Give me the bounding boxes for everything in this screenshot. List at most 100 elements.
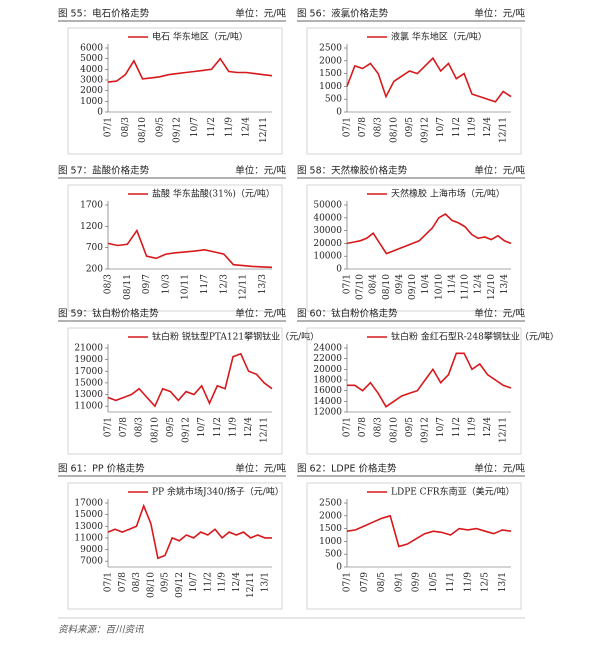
panel-unit: 单位：元/吨 [474,463,525,475]
y-tick-label: 11000 [74,402,103,412]
x-tick-label: 08/10 [146,572,156,598]
y-tick-label: 500 [325,95,342,105]
x-tick-label: 12/3 [219,274,229,294]
y-tick-label: 20000 [313,239,342,249]
y-tick-label: 21000 [74,344,103,354]
y-tick-label: 2000 [319,511,342,521]
y-tick-label: 50000 [313,201,342,211]
x-tick-label: 07/1 [104,117,114,137]
x-tick-label: 09/5 [166,417,176,437]
y-tick-label: 10000 [313,252,342,262]
y-tick-label: 0 [336,265,342,275]
x-tick-label: 10/11 [181,274,191,300]
y-tick-label: 1000 [319,537,342,547]
x-tick-label: 12/10 [487,274,497,300]
x-tick-label: 07/8 [358,417,368,437]
x-tick-label: 07/1 [343,572,353,592]
x-tick-label: 10/7 [436,117,446,137]
x-tick-label: 09/5 [405,417,415,437]
x-tick-label: 09/12 [421,117,431,143]
panel-heading: 图 60：钛白粉价格走势 [297,308,398,320]
y-tick-label: 500 [325,550,342,560]
y-tick-label: 2500 [319,44,342,54]
x-tick-label: 09/4 [395,274,405,294]
x-tick-label: 09/5 [405,117,415,137]
y-tick-label: 3000 [80,76,103,86]
legend-label: LDPE CFR东南亚（美元/吨） [391,486,515,498]
panel-heading: 图 56：液氯价格走势 [297,8,389,20]
y-tick-label: 1500 [319,524,342,534]
x-tick-label: 13/1 [260,572,270,592]
x-tick-label: 10/7 [190,117,200,137]
x-tick-label: 08/3 [121,117,131,137]
y-tick-label: 6000 [80,44,103,54]
x-tick-label: 08/3 [132,572,142,592]
y-tick-label: 15000 [74,378,103,388]
x-tick-label: 12/11 [246,572,256,598]
x-tick-label: 08/10 [138,117,148,143]
y-tick-label: 17000 [74,367,103,377]
x-tick-label: 07/1 [343,117,353,137]
y-tick-label: 0 [97,108,103,118]
panel-heading: 图 55：电石价格走势 [58,8,150,20]
x-tick-label: 09/12 [182,417,192,443]
x-tick-label: 10/7 [197,417,207,437]
x-tick-label: 11/7 [200,274,210,294]
chart-frame [306,184,522,312]
x-tick-label: 09/5 [161,572,171,592]
y-tick-label: 2500 [319,499,342,509]
x-tick-label: 12/4 [244,417,254,437]
source: 资料来源：百川资讯 [58,625,144,636]
x-tick-label: 12/11 [260,417,270,443]
x-tick-label: 11/9 [467,117,477,137]
y-tick-label: 0 [336,563,342,573]
x-tick-label: 07/8 [119,417,129,437]
x-tick-label: 07/1 [104,417,114,437]
panel-unit: 单位：元/吨 [235,463,286,475]
x-tick-label: 07/8 [118,572,128,592]
x-tick-label: 09/1 [394,572,404,592]
y-tick-label: 7000 [80,557,103,567]
y-tick-label: 5000 [80,54,103,64]
x-tick-label: 08/4 [369,274,379,294]
x-tick-label: 12/4 [232,572,242,592]
x-tick-label: 11/2 [452,117,462,137]
panel-unit: 单位：元/吨 [235,8,286,20]
x-tick-label: 11/2 [207,117,217,137]
series-line [107,228,273,269]
panel-heading: 图 59：钛白粉价格走势 [58,308,159,320]
x-tick-label: 11/2 [452,417,462,437]
legend-label: 盐酸 华东盐酸(31%)（元/吨） [152,188,275,200]
x-tick-label: 12/11 [499,117,509,143]
x-tick-label: 10/3 [161,274,171,294]
x-tick-label: 07/1 [104,572,114,592]
legend-label: 天然橡胶 上海市场（元/吨） [391,188,505,200]
panel-unit: 单位：元/吨 [235,165,286,177]
x-tick-label: 13/3 [258,274,268,294]
panel-heading: 图 58：天然橡胶价格走势 [297,165,408,177]
x-tick-label: 07/8 [358,117,368,137]
x-tick-label: 12/5 [481,572,491,592]
y-tick-label: 16000 [313,386,342,396]
panel-unit: 单位：元/吨 [474,165,525,177]
y-tick-label: 15000 [74,510,103,520]
x-tick-label: 09/7 [142,274,152,294]
panel-heading: 图 61：PP 价格走势 [58,463,145,475]
x-tick-label: 08/3 [135,417,145,437]
x-tick-label: 08/3 [374,117,384,137]
x-tick-label: 08/10 [389,417,399,443]
x-tick-label: 12/11 [499,417,509,443]
chart-frame [67,184,283,312]
y-tick-label: 20000 [313,365,342,375]
y-tick-label: 22000 [313,354,342,364]
panel-unit: 单位：元/吨 [474,308,525,320]
y-tick-label: 1000 [319,82,342,92]
series-line [107,503,272,560]
panel-heading: 图 62：LDPE 价格走势 [297,463,397,475]
x-tick-label: 12/4 [483,417,493,437]
series-line [346,514,512,548]
x-tick-label: 11/2 [213,417,223,437]
chart-frame [306,27,522,155]
x-tick-label: 11/9 [228,417,238,437]
y-tick-label: 17000 [74,499,103,509]
